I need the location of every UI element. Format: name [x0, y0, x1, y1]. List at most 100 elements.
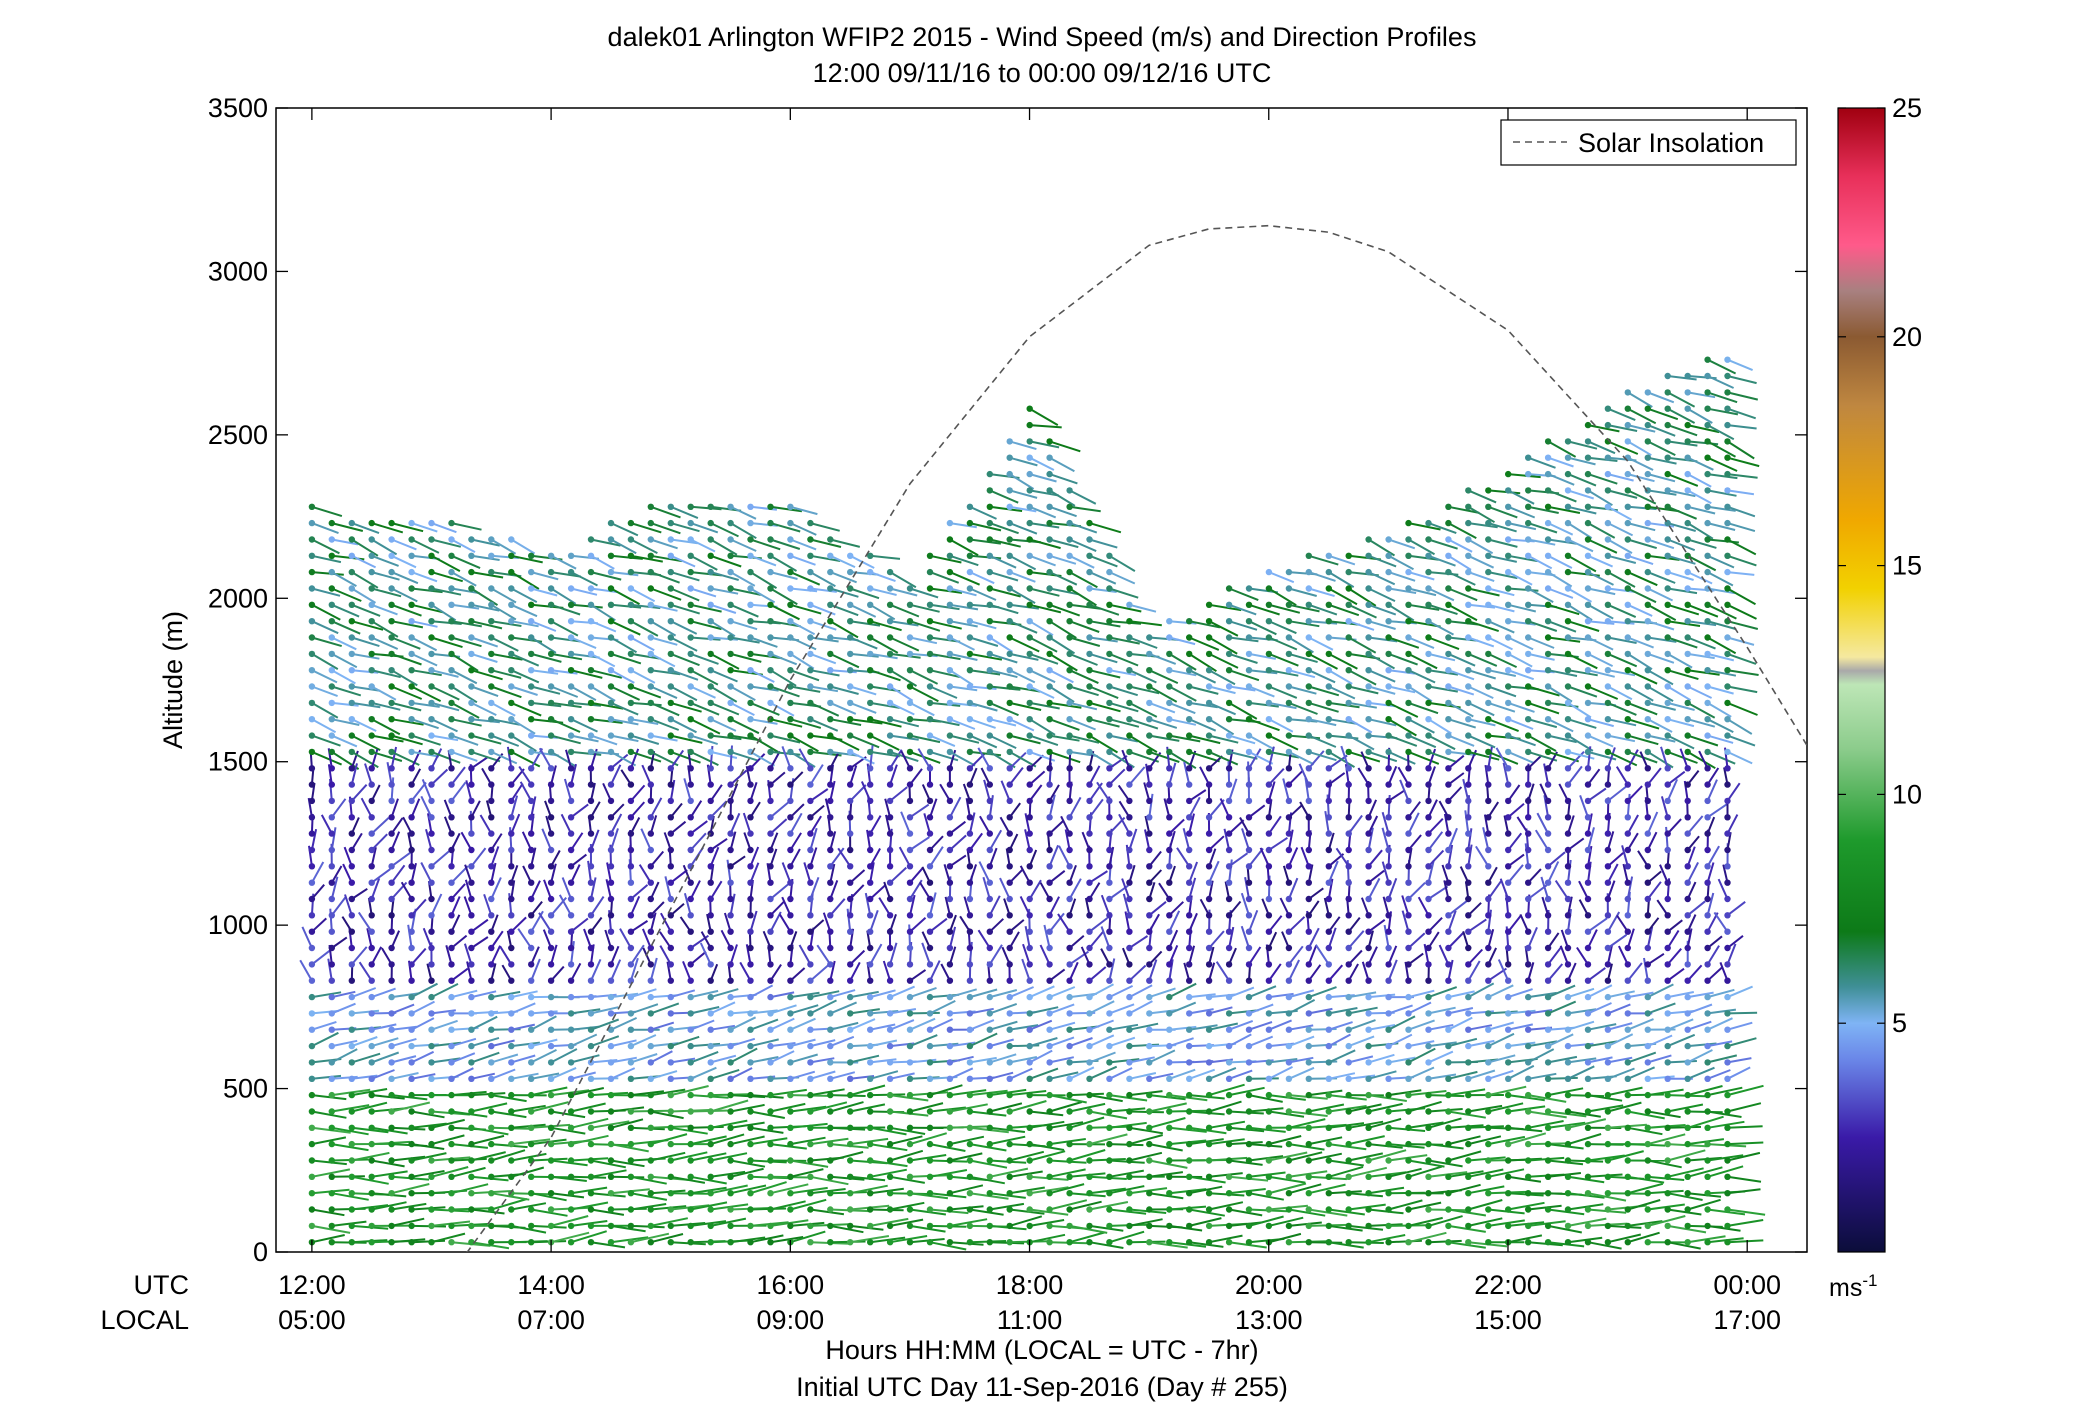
wind-barb-dot	[528, 1140, 535, 1148]
wind-barb-shaft	[1228, 620, 1258, 631]
wind-barb-dot	[667, 1075, 674, 1083]
wind-barb-dot	[1066, 1173, 1073, 1181]
wind-barb-dot	[787, 732, 794, 739]
wind-barb-shaft	[1388, 652, 1418, 666]
wind-barb-dot	[1425, 1140, 1432, 1148]
wind-barb-shaft	[1288, 718, 1318, 723]
wind-barb-dot	[1265, 928, 1273, 935]
wind-barb-shaft	[649, 797, 663, 818]
wind-barb-dot	[428, 552, 435, 559]
wind-barb-dot	[1146, 846, 1153, 854]
wind-barb-shaft	[1248, 620, 1277, 636]
wind-barb-shaft	[590, 958, 602, 982]
wind-barb-dot	[408, 618, 415, 625]
wind-barb-dot	[1265, 667, 1273, 674]
wind-barb-dot	[1265, 1026, 1273, 1033]
wind-barb-shaft	[391, 1072, 419, 1080]
wind-barb-dot	[1225, 797, 1233, 805]
wind-barb-dot	[1086, 585, 1093, 592]
wind-barb-dot	[1026, 863, 1033, 870]
wind-barb-shaft	[969, 522, 1002, 532]
wind-barb-shaft	[1049, 1021, 1076, 1031]
wind-barb-shaft	[351, 636, 380, 648]
wind-barb-dot	[328, 585, 335, 592]
wind-barb-shaft	[909, 636, 938, 645]
wind-barb-shaft	[982, 876, 991, 900]
wind-barb-dot	[687, 716, 694, 723]
wind-barb-dot	[886, 814, 894, 821]
wind-barb-dot	[946, 585, 954, 592]
wind-barb-dot	[886, 634, 894, 641]
wind-barb-dot	[767, 568, 774, 576]
wind-barb-dot	[906, 618, 914, 625]
wind-barb-dot	[1066, 1108, 1073, 1115]
wind-barb-shaft	[371, 1126, 408, 1135]
wind-barb-dot	[1285, 1157, 1293, 1164]
wind-barb-dot	[528, 650, 535, 658]
wind-barb-shaft	[371, 1037, 399, 1048]
wind-barb-shaft	[1109, 1169, 1144, 1178]
wind-barb-shaft	[311, 587, 341, 597]
wind-barb-shaft	[650, 1021, 675, 1031]
wind-barb-dot	[428, 1124, 435, 1132]
wind-barb-dot	[946, 1124, 954, 1132]
wind-barb-shaft	[889, 701, 915, 716]
wind-barb-dot	[567, 748, 575, 756]
wind-barb-shaft	[1268, 1066, 1293, 1080]
wind-barb-shaft	[1188, 734, 1221, 745]
wind-barb-dot	[408, 814, 415, 821]
wind-barb-dot	[747, 1091, 754, 1099]
wind-barb-shaft	[1348, 669, 1377, 686]
wind-barb-shaft	[690, 669, 719, 686]
wind-barb-dot	[1205, 699, 1213, 707]
wind-barb-dot	[747, 683, 754, 690]
wind-barb-dot	[727, 1010, 734, 1017]
wind-barb-dot	[807, 830, 814, 837]
wind-barb-shaft	[690, 505, 722, 511]
wind-barb-dot	[1425, 1190, 1432, 1197]
wind-barb-dot	[627, 634, 635, 641]
wind-barb-shaft	[1328, 554, 1356, 566]
wind-barb-dot	[348, 634, 355, 641]
wind-barb-dot	[1405, 1157, 1412, 1164]
wind-barb-dot	[468, 846, 475, 854]
wind-barb-shaft	[1308, 685, 1340, 697]
wind-barb-dot	[1265, 830, 1273, 837]
wind-barb-dot	[767, 977, 774, 984]
wind-barb-dot	[847, 961, 854, 968]
wind-barb-shaft	[690, 652, 719, 665]
wind-barb-dot	[1186, 634, 1193, 641]
wind-barb-dot	[1425, 928, 1432, 935]
wind-barb-shaft	[1029, 636, 1058, 653]
wind-barb-shaft	[1188, 789, 1207, 802]
wind-barb-shaft	[889, 1201, 925, 1211]
wind-barb-dot	[388, 1124, 395, 1132]
wind-barb-dot	[966, 732, 974, 739]
wind-barb-shaft	[430, 748, 443, 769]
wind-barb-shaft	[431, 554, 461, 572]
wind-barb-dot	[587, 1075, 595, 1083]
wind-barb-shaft	[351, 987, 377, 999]
wind-barb-shaft	[1348, 620, 1375, 631]
wind-barb-shaft	[1188, 1068, 1216, 1080]
wind-barb-dot	[508, 781, 515, 788]
wind-barb-shaft	[929, 669, 961, 678]
wind-barb-shaft	[1367, 827, 1374, 851]
wind-barb-dot	[727, 1059, 734, 1066]
wind-barb-dot	[1385, 732, 1392, 739]
wind-barb-dot	[1046, 1173, 1053, 1181]
wind-barb-dot	[667, 585, 674, 592]
wind-barb-shaft	[670, 685, 698, 702]
wind-barb-dot	[627, 1124, 635, 1132]
wind-barb-dot	[926, 765, 934, 772]
wind-barb-dot	[408, 765, 415, 772]
wind-barb-dot	[448, 895, 455, 903]
wind-barb-dot	[1166, 667, 1173, 674]
wind-barb-shaft	[949, 652, 978, 661]
wind-barb-shaft	[659, 931, 672, 949]
wind-barb-shaft	[450, 896, 461, 916]
wind-barb-shaft	[391, 603, 422, 617]
wind-barb-dot	[1265, 895, 1273, 903]
wind-barb-dot	[1166, 1173, 1173, 1181]
wind-barb-shaft	[849, 765, 858, 785]
